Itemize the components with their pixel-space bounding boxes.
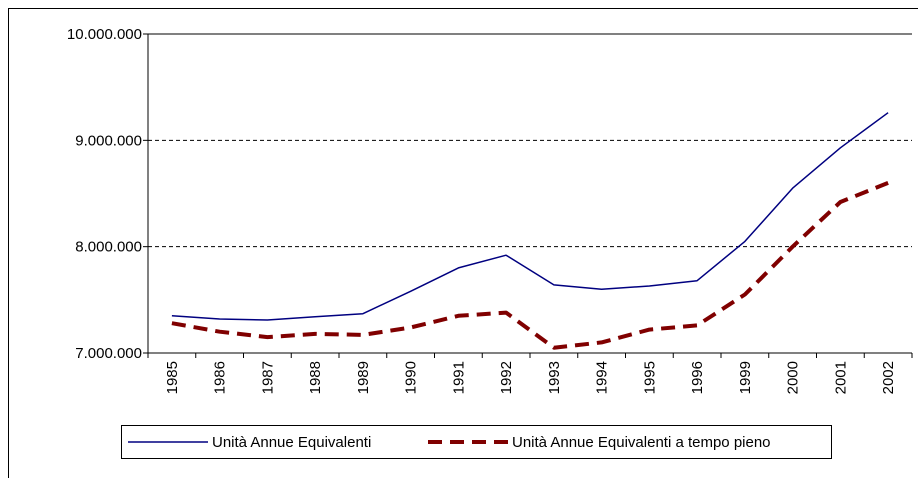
x-tick-label: 1985 (164, 361, 181, 394)
legend-label: Unità Annue Equivalenti (212, 434, 371, 451)
series-line (171, 112, 889, 321)
series-line (171, 181, 889, 350)
y-tick-label: 7.000.000 (75, 345, 142, 362)
x-tick-label: 1994 (594, 361, 611, 394)
x-tick-label: 2002 (880, 361, 897, 394)
y-tick-label: 10.000.000 (67, 26, 142, 43)
y-tick-label: 8.000.000 (75, 239, 142, 256)
x-tick-label: 1999 (737, 361, 754, 394)
x-tick-label: 1992 (498, 361, 515, 394)
x-tick-label: 1988 (307, 361, 324, 394)
chart-frame (8, 8, 918, 478)
x-tick-label: 1991 (450, 361, 467, 394)
x-tick-label: 2001 (832, 361, 849, 394)
x-tick-label: 1993 (546, 361, 563, 394)
x-tick-label: 1987 (259, 361, 276, 394)
x-tick-label: 1990 (403, 361, 420, 394)
x-tick-label: 2000 (785, 361, 802, 394)
x-tick-label: 1989 (355, 361, 372, 394)
x-tick-label: 1995 (641, 361, 658, 394)
x-tick-label: 1996 (689, 361, 706, 394)
x-tick-label: 1986 (212, 361, 229, 394)
legend-label: Unità Annue Equivalenti a tempo pieno (512, 434, 771, 451)
y-tick-label: 9.000.000 (75, 132, 142, 149)
